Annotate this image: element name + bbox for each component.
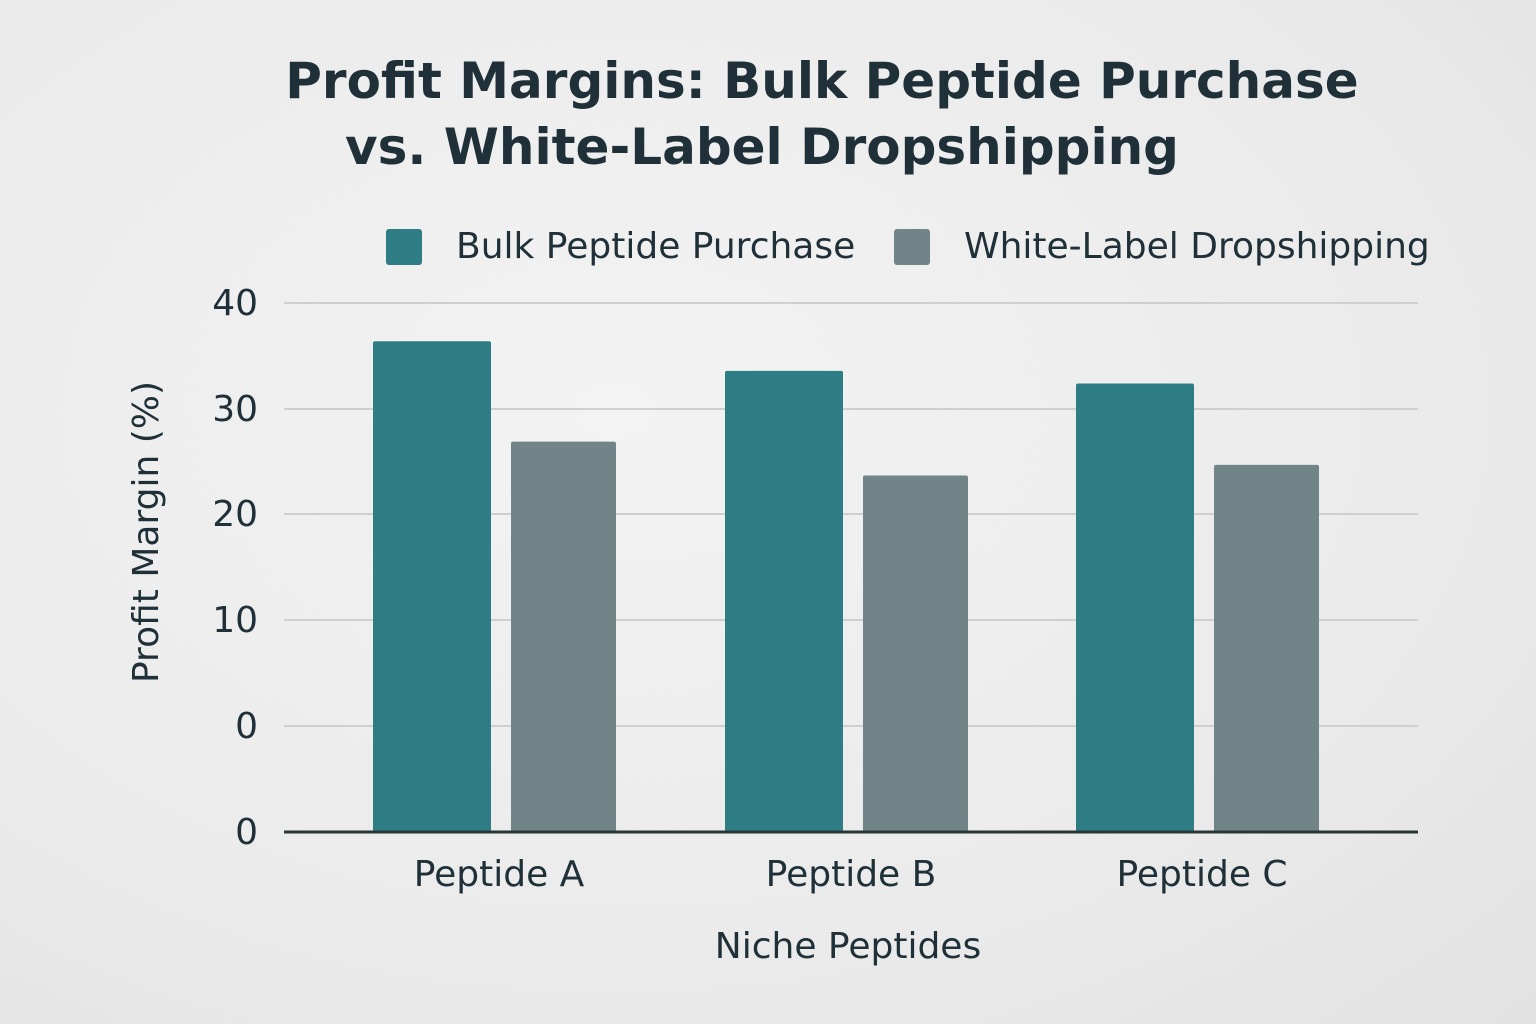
chart-title-line-2: vs. White-Label Dropshipping [345,118,1179,176]
x-axis-label: Niche Peptides [715,926,981,967]
chart-title: Profit Margins: Bulk Peptide Purchase vs… [0,48,1536,180]
x-tick-label: Peptide C [1116,854,1287,895]
legend-item-white-label: White-Label Dropshipping [894,226,1430,267]
legend-label-white-label: White-Label Dropshipping [964,226,1430,267]
y-tick-label: 10 [212,600,258,641]
y-tick-label: 0 [235,812,258,853]
legend-label-bulk: Bulk Peptide Purchase [456,226,856,267]
legend-item-bulk: Bulk Peptide Purchase [386,226,855,267]
bar-white-label-peptide-c [1214,464,1319,832]
legend-swatch-bulk [386,228,422,265]
y-tick-label: 40 [212,283,258,324]
y-axis-label: Profit Margin (%) [126,381,167,683]
x-tick-label: Peptide B [766,854,937,895]
y-tick-label: 20 [212,494,258,535]
bar-bulk-peptide-c [1076,383,1194,832]
y-tick-label: 30 [212,389,258,430]
x-tick-label: Peptide A [414,854,585,895]
chart-title-line-1: Profit Margins: Bulk Peptide Purchase [285,52,1359,110]
legend-swatch-white-label [894,228,930,265]
bar-white-label-peptide-a [511,441,616,832]
bar-bulk-peptide-b [725,370,843,832]
y-tick-label: 0 [235,706,258,747]
bar-white-label-peptide-b [863,475,968,832]
bar-bulk-peptide-a [373,341,491,832]
